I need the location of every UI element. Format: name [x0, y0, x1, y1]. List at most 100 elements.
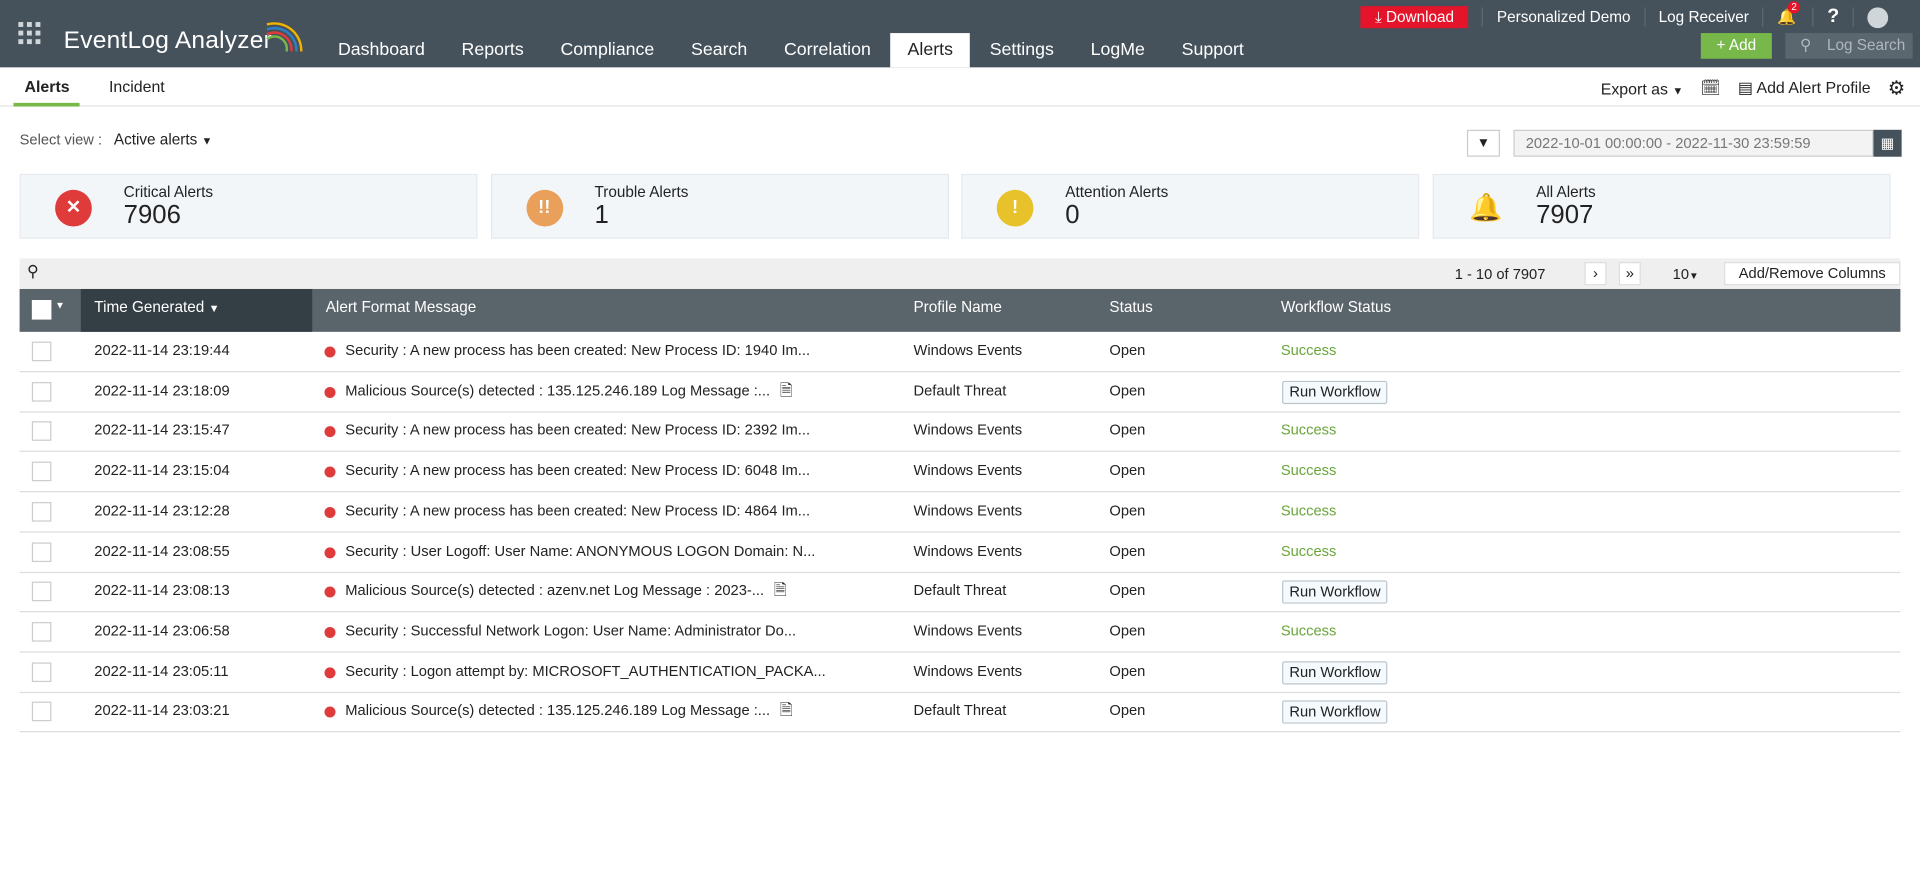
calendar-icon[interactable]: ▦ [1873, 129, 1902, 157]
row-checkbox[interactable] [31, 541, 52, 562]
alert-message[interactable]: Security : A new process has been create… [345, 501, 811, 519]
add-remove-columns-button[interactable]: Add/Remove Columns [1724, 262, 1901, 286]
row-checkbox[interactable] [31, 461, 52, 482]
row-checkbox[interactable] [31, 621, 52, 642]
select-view-dropdown[interactable]: Active alerts ▼ [113, 131, 213, 149]
card-critical-alerts[interactable]: ✕ Critical Alerts 7906 [19, 173, 478, 239]
app-grid-icon[interactable] [18, 22, 41, 45]
select-all-checkbox[interactable] [31, 300, 52, 320]
alert-message[interactable]: Malicious Source(s) detected : 135.125.2… [345, 701, 771, 720]
view-log-report-icon[interactable]: 🗎 [779, 700, 793, 720]
tab-alerts[interactable]: Alerts [24, 77, 70, 96]
active-tab-indicator [13, 102, 80, 107]
column-alert-format-message[interactable]: Alert Format Message [325, 298, 477, 316]
table-row[interactable]: 2022-11-14 23:12:28 Security : A new pro… [19, 492, 1901, 533]
nav-alerts[interactable]: Alerts [890, 33, 971, 68]
row-checkbox[interactable] [31, 501, 52, 522]
row-checkbox[interactable] [31, 701, 52, 722]
card-trouble-alerts[interactable]: !! Trouble Alerts 1 [490, 173, 949, 239]
user-avatar-icon[interactable] [1867, 6, 1889, 28]
view-log-report-icon[interactable]: 🗎 [779, 380, 793, 399]
log-search-input[interactable]: ⚲ Log Search [1785, 33, 1913, 59]
alert-status: Open [1109, 661, 1146, 680]
column-status[interactable]: Status [1109, 298, 1153, 316]
row-checkbox[interactable] [31, 341, 52, 362]
alert-message[interactable]: Security : A new process has been create… [345, 341, 811, 359]
table-row[interactable]: 2022-11-14 23:06:58 Security : Successfu… [19, 612, 1901, 653]
tab-incident[interactable]: Incident [108, 77, 165, 96]
alert-message[interactable]: Security : User Logoff: User Name: ANONY… [345, 541, 816, 559]
row-checkbox[interactable] [31, 381, 52, 402]
table-row[interactable]: 2022-11-14 23:15:04 Security : A new pro… [19, 452, 1901, 493]
help-icon[interactable]: ? [1827, 6, 1840, 27]
table-row[interactable]: 2022-11-14 23:03:21 Malicious Source(s) … [19, 692, 1901, 733]
table-row[interactable]: 2022-11-14 23:08:55 Security : User Logo… [19, 532, 1901, 573]
view-log-report-icon[interactable]: 🗎 [773, 580, 787, 600]
notification-bell-icon[interactable]: 🔔 2 [1777, 1, 1801, 28]
nav-search[interactable]: Search [690, 40, 748, 61]
run-workflow-button[interactable]: Run Workflow [1282, 580, 1388, 604]
caret-down-icon[interactable]: ▼ [55, 300, 65, 312]
add-profile-icon: ▤ [1737, 78, 1757, 97]
filter-icon[interactable]: ▼ [1466, 129, 1501, 157]
alert-message[interactable]: Security : Logon attempt by: MICROSOFT_A… [345, 661, 826, 680]
column-workflow-status[interactable]: Workflow Status [1280, 298, 1392, 316]
nav-dashboard[interactable]: Dashboard [337, 40, 425, 61]
run-workflow-button[interactable]: Run Workflow [1282, 380, 1388, 404]
alert-message[interactable]: Security : A new process has been create… [345, 421, 811, 439]
alert-message[interactable]: Malicious Source(s) detected : azenv.net… [345, 581, 765, 600]
table-row[interactable]: 2022-11-14 23:05:11 Security : Logon att… [19, 652, 1901, 693]
profile-name: Windows Events [913, 421, 1023, 439]
alert-status: Open [1109, 701, 1146, 720]
add-button[interactable]: + Add [1700, 33, 1772, 59]
notification-badge: 2 [1788, 1, 1801, 14]
critical-severity-icon [324, 546, 336, 558]
table-search-icon[interactable]: ⚲ [26, 262, 39, 281]
log-receiver-link[interactable]: Log Receiver [1658, 8, 1749, 26]
page-size-dropdown[interactable]: 10▼ [1672, 265, 1699, 283]
alert-message[interactable]: Security : Successful Network Logon: Use… [345, 621, 797, 640]
time-generated: 2022-11-14 23:15:04 [94, 461, 230, 479]
next-page-button[interactable]: › [1584, 262, 1607, 286]
download-button[interactable]: ⤓ Download [1360, 6, 1469, 29]
alert-status: Open [1109, 421, 1146, 439]
critical-severity-icon [324, 586, 336, 598]
nav-settings[interactable]: Settings [989, 40, 1054, 61]
row-checkbox[interactable] [31, 581, 52, 602]
nav-logme[interactable]: LogMe [1090, 40, 1145, 61]
workflow-status: Success [1280, 621, 1337, 640]
card-attention-alerts[interactable]: ! Attention Alerts 0 [961, 173, 1420, 239]
card-all-alerts[interactable]: 🔔 All Alerts 7907 [1432, 173, 1891, 239]
card-label: Attention Alerts [1065, 183, 1169, 201]
personalized-demo-link[interactable]: Personalized Demo [1496, 8, 1631, 26]
run-workflow-button[interactable]: Run Workflow [1282, 660, 1388, 684]
row-checkbox[interactable] [31, 661, 52, 682]
nav-correlation[interactable]: Correlation [783, 40, 871, 61]
table-row[interactable]: 2022-11-14 23:15:47 Security : A new pro… [19, 412, 1901, 453]
column-time-generated[interactable]: Time Generated ▼ [94, 298, 220, 316]
table-row[interactable]: 2022-11-14 23:19:44 Security : A new pro… [19, 332, 1901, 373]
add-alert-profile-button[interactable]: ▤ Add Alert Profile [1737, 78, 1871, 97]
app-logo: EventLog Analyzer [63, 26, 273, 54]
caret-down-icon: ▼ [201, 134, 213, 147]
table-row[interactable]: 2022-11-14 23:08:13 Malicious Source(s) … [19, 572, 1901, 613]
date-range-input[interactable]: 2022-10-01 00:00:00 - 2022-11-30 23:59:5… [1513, 129, 1874, 157]
row-checkbox[interactable] [31, 421, 52, 442]
run-workflow-button[interactable]: Run Workflow [1282, 700, 1388, 725]
nav-reports[interactable]: Reports [461, 40, 524, 61]
last-page-button[interactable]: » [1618, 262, 1641, 286]
alert-message[interactable]: Malicious Source(s) detected : 135.125.2… [345, 381, 771, 399]
alert-status: Open [1109, 581, 1146, 600]
scheduled-report-icon[interactable]: 🗓 [1700, 78, 1721, 97]
export-as-dropdown[interactable]: Export as ▼ [1600, 78, 1684, 98]
nav-compliance[interactable]: Compliance [560, 40, 655, 61]
caret-down-icon: ▼ [1672, 83, 1684, 97]
nav-support[interactable]: Support [1181, 40, 1244, 61]
alert-status: Open [1109, 381, 1146, 399]
column-profile-name[interactable]: Profile Name [913, 298, 1002, 316]
alert-message[interactable]: Security : A new process has been create… [345, 461, 811, 479]
table-row[interactable]: 2022-11-14 23:18:09 Malicious Source(s) … [19, 372, 1901, 413]
profile-name: Default Threat [913, 701, 1007, 720]
settings-gear-icon[interactable]: ⚙ [1887, 78, 1906, 100]
time-generated: 2022-11-14 23:03:21 [94, 701, 230, 720]
